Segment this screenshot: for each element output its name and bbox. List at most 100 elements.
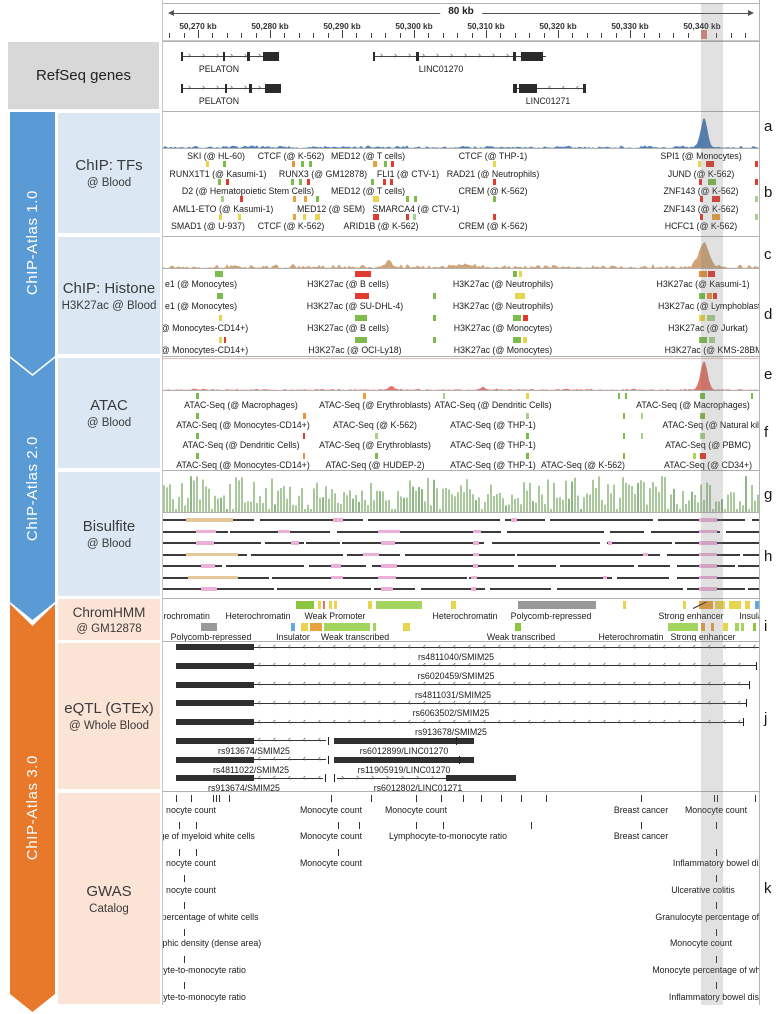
peak-mark [707,315,715,321]
ruler-tick [500,33,502,38]
chromatin-state-label: Strong enhancer [670,632,736,641]
eqtl-intron-line [254,777,323,779]
peak-mark [390,178,393,185]
peak-mark [751,392,753,399]
tf-experiment-label: CTCF (@ K-562) [257,221,325,232]
gene-exon [519,84,537,93]
chromatin-state-label: Heterochromatin [598,632,664,641]
eqtl-gene-bar [176,662,254,669]
ruler-tick [399,33,401,38]
peak-mark [316,196,319,203]
peak-mark [623,412,625,419]
eqtl-pair-label: rs4811031/SMIM25 [414,689,492,700]
gwas-trait-label: phocyte-to-monocyte ratio [163,991,246,1002]
gwas-snp-tick [717,795,718,802]
peak-mark [406,196,409,203]
peak-mark [707,293,712,299]
peak-mark [303,432,305,439]
read-line [396,576,467,579]
histone-experiment-label: H3K27ac (@ Neutrophils) [452,279,554,289]
eqtl-intron-arrow: ‹ [723,715,726,726]
histone-experiment-label: H3K27ac (@ Lymphoblastoid ce [658,301,759,311]
eqtl-intron-arrow: ‹ [738,659,741,670]
eqtl-intron-arrow: ‹ [678,715,681,726]
histone-experiment-label: H3K27ac (@ Kasumi-1) [656,279,750,289]
methylation-state-mark [291,541,299,545]
read-line [387,530,502,533]
atac-experiment-label: ATAC-Seq (@ K-562) [541,460,625,470]
ruler-tick [442,33,444,38]
section-title: ChIP: Histone [62,279,156,297]
atac-experiment-label: ATAC-Seq (@ PBMC) [665,440,751,450]
eqtl-intron-arrow: ‹ [393,696,396,707]
peak-mark [355,337,367,343]
read-line [259,519,363,522]
eqtl-intron-arrow: ‹ [318,734,321,745]
eqtl-intron-arrow: ‹ [738,696,741,707]
peak-mark [375,432,378,439]
eqtl-gene-bar [334,737,474,744]
peak-mark [293,213,296,220]
peak-mark [224,337,226,343]
gwas-snp-tick [338,821,339,829]
eqtl-intron-arrow: ‹ [273,678,276,688]
gwas-snp-tick [641,795,642,802]
methylation-state-mark [186,518,233,522]
gwas-snp-tick [176,795,177,802]
chromatin-state-label: Strong enhancer [658,610,724,621]
ruler-tick [255,33,257,38]
section-subtitle: @ Whole Blood [68,720,150,732]
eqtl-pair-label: rs4811022/SMIM25 [212,764,290,775]
read-line [606,542,672,545]
histone-experiment-label: H3K27ac (@ B cells) [307,279,389,289]
peak-mark [693,452,696,459]
eqtl-intron-arrow: ‹ [318,641,321,651]
eqtl-intron-arrow: ‹ [258,753,261,763]
track-area[interactable]: 80 kb 50,270 kb 50,280 kb 50,290 kb 50,300 k… [162,0,760,1005]
peak-mark [713,293,717,299]
gene-exon [416,52,419,61]
peak-mark [196,412,199,419]
gwas-snp-tick [481,795,482,802]
eqtl-intron-arrow: ‹ [558,696,561,707]
eqtl-intron-arrow: ‹ [513,678,516,688]
methylation-bars [163,476,759,512]
tf-experiment-label: RUNX3 (@ GM12878) [278,168,368,179]
panel-letter-g: g [764,486,773,503]
ruler-tick [745,33,747,38]
methylation-state-mark [201,587,217,591]
ruler-tick [313,33,315,38]
histone-experiment-label: (@ Monocytes-CD14+) [163,323,249,333]
gene-intron-arrow: › [202,49,205,60]
read-line [337,530,386,533]
track-e [163,356,759,390]
eqtl-intron-arrow: ‹ [303,715,306,726]
tf-experiment-label: HCFC1 (@ K-562) [664,221,738,232]
eqtl-intron-arrow: ‹ [348,696,351,707]
peak-mark [493,213,496,220]
gene-exon [521,52,543,61]
ruler-tick [183,33,185,38]
eqtl-intron-arrow: ‹ [648,659,651,670]
eqtl-intron-arrow: ‹ [513,696,516,707]
peak-mark [383,178,386,185]
eqtl-intron-arrow: ‹ [378,678,381,688]
eqtl-intron-arrow: ‹ [708,696,711,707]
eqtl-intron-arrow: ‹ [423,696,426,707]
eqtl-snp-tick [743,718,745,726]
ruler-tick [342,30,343,38]
eqtl-pair-label: rs913674/SMIM25 [208,783,280,791]
methylation-state-mark [473,529,481,534]
eqtl-intron-arrow: ‹ [543,641,546,651]
eqtl-gene-bar [176,644,254,650]
peak-mark [315,213,320,220]
gwas-trait-label: Breast cancer [613,804,669,815]
eqtl-intron-arrow: ‹ [273,771,276,782]
eqtl-intron-arrow: ‹ [633,715,636,726]
histone-experiment-label: H3K27ac (@ Jurkat) [668,323,748,333]
chip-atlas-3-band: ChIP-Atlas 3.0 [10,604,55,1012]
panel-letter-d: d [764,306,773,323]
eqtl-intron-arrow: ‹ [438,696,441,707]
eqtl-intron-arrow: ‹ [408,715,411,726]
ruler-tick [558,30,559,38]
